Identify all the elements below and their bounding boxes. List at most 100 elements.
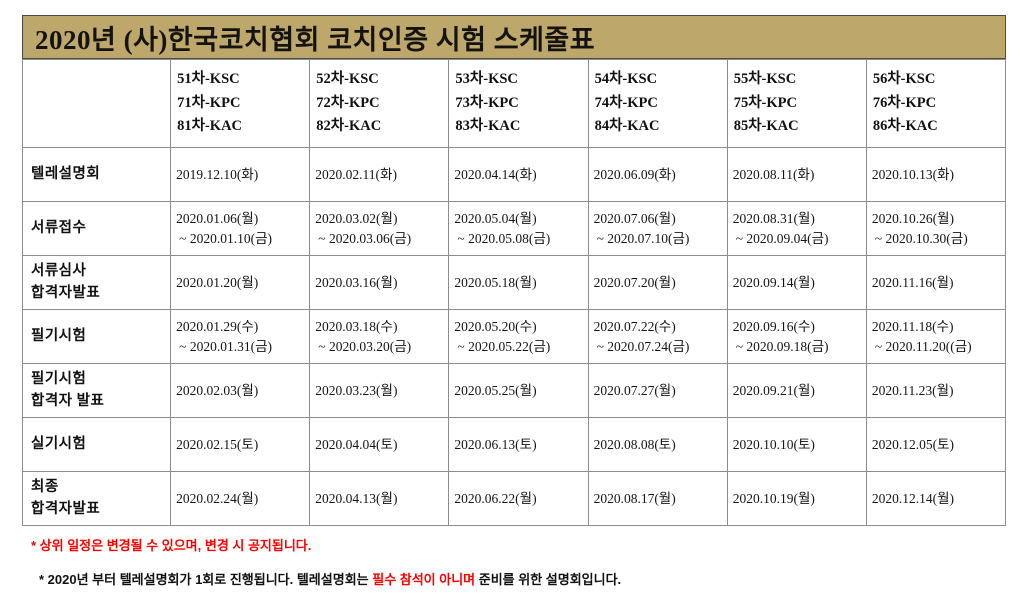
row-label: 서류심사 합격자발표	[21, 255, 172, 310]
schedule-date: 2020.11.23(월)	[871, 382, 954, 398]
table-row: 서류접수 2020.01.06(월) ~ 2020.01.10(금) 2020.03.…	[21, 201, 1007, 256]
schedule-date: 2020.10.13(화)	[871, 166, 955, 182]
schedule-date: 2020.06.09(화)	[593, 166, 676, 182]
schedule-date: 2020.01.29(수)	[176, 318, 259, 334]
column-header-line: 83차-KAC	[455, 118, 521, 135]
schedule-date: 2020.09.14(월)	[732, 274, 815, 290]
schedule-cell: 2020.02.11(화)	[309, 147, 450, 202]
schedule-date: 2020.12.05(토)	[871, 436, 955, 452]
table-row: 실기시험 2020.02.15(토) 2020.04.04(토) 2020.06.13…	[21, 417, 1007, 472]
schedule-cell: 2020.12.05(토)	[865, 417, 1007, 472]
row-label-line: 최종	[31, 479, 59, 496]
schedule-date: ~ 2020.03.20(금)	[318, 338, 412, 354]
schedule-date: 2020.04.04(토)	[315, 436, 398, 452]
schedule-cell: 2020.11.23(월)	[865, 363, 1007, 418]
schedule-date: ~ 2020.01.10(금)	[179, 230, 272, 246]
schedule-cell: 2020.04.13(월)	[309, 471, 450, 526]
schedule-cell: 2020.01.29(수) ~ 2020.01.31(금)	[170, 309, 311, 364]
column-header-line: 85차-KAC	[733, 118, 799, 135]
schedule-date: ~ 2020.09.18(금)	[735, 338, 829, 354]
column-header-line: 51차-KSC	[177, 70, 240, 87]
row-label-line: 실기시험	[31, 435, 87, 452]
note-schedule-change: * 상위 일정은 변경될 수 있으며, 변경 시 공지됩니다.	[31, 538, 312, 553]
schedule-cell: 2019.12.10(화)	[170, 147, 311, 202]
schedule-cell: 2020.09.21(월)	[726, 363, 867, 418]
schedule-cell: 2020.08.17(월)	[587, 471, 728, 526]
schedule-date: 2020.08.11(화)	[732, 166, 815, 182]
column-header-line: 82차-KAC	[316, 118, 382, 135]
schedule-date: 2020.05.25(월)	[454, 382, 537, 398]
schedule-cell: 2020.09.16(수) ~ 2020.09.18(금)	[726, 309, 867, 364]
schedule-date: 2020.04.13(월)	[315, 490, 398, 506]
schedule-cell: 2020.10.26(월) ~ 2020.10.30(금)	[865, 201, 1007, 256]
row-label-line: 필기시험	[31, 371, 87, 388]
note-text-highlight: 필수 참석이 아니며	[372, 571, 476, 587]
schedule-cell: 2020.02.03(월)	[170, 363, 311, 418]
row-label-line: 서류심사	[31, 263, 87, 280]
row-label: 텔레설명회	[21, 147, 172, 202]
schedule-cell: 2020.09.14(월)	[726, 255, 867, 310]
column-header-line: 56차-KSC	[872, 70, 936, 87]
column-header-4: 54차-KSC 74차-KPC 84차-KAC	[587, 59, 728, 148]
notes-section: * 상위 일정은 변경될 수 있으며, 변경 시 공지됩니다. * 2020년 …	[22, 536, 1006, 589]
note-text-part1: * 2020년 부터 텔레설명회가 1회로 진행됩니다. 텔레설명회는	[39, 571, 373, 587]
table-corner-cell	[21, 59, 172, 148]
table-header: 51차-KSC 71차-KPC 81차-KAC 52차-KSC 72차-KPC 82차-K…	[21, 59, 1007, 148]
schedule-date: 2020.03.16(월)	[315, 274, 398, 290]
table-row: 필기시험 2020.01.29(수) ~ 2020.01.31(금) 2020.03.…	[21, 309, 1007, 364]
schedule-cell: 2020.10.13(화)	[865, 147, 1007, 202]
schedule-date: 2020.08.17(월)	[593, 490, 676, 506]
row-label: 필기시험 합격자 발표	[21, 363, 172, 418]
schedule-date: 2020.07.06(월)	[593, 210, 676, 226]
schedule-date: 2020.01.20(월)	[176, 274, 259, 290]
schedule-cell: 2020.05.25(월)	[448, 363, 589, 418]
schedule-date: ~ 2020.05.22(금)	[457, 338, 551, 354]
schedule-date: ~ 2020.10.30(금)	[874, 230, 968, 246]
column-header-line: 52차-KSC	[316, 70, 379, 87]
schedule-date: 2020.09.16(수)	[732, 318, 815, 334]
column-header-6: 56차-KSC 76차-KPC 86차-KAC	[865, 59, 1007, 148]
schedule-cell: 2020.12.14(월)	[865, 471, 1007, 526]
schedule-date: 2020.12.14(월)	[871, 490, 955, 506]
schedule-date: 2019.12.10(화)	[176, 166, 259, 182]
schedule-date: 2020.02.15(토)	[176, 436, 259, 452]
schedule-date: 2020.05.04(월)	[454, 210, 537, 226]
schedule-date: 2020.05.20(수)	[454, 318, 537, 334]
schedule-cell: 2020.08.08(토)	[587, 417, 728, 472]
schedule-cell: 2020.02.15(토)	[170, 417, 311, 472]
schedule-date: ~ 2020.07.24(금)	[596, 338, 690, 354]
schedule-date: 2020.05.18(월)	[454, 274, 537, 290]
schedule-date: 2020.08.31(월)	[732, 210, 815, 226]
column-header-5: 55차-KSC 75차-KPC 85차-KAC	[726, 59, 867, 148]
schedule-cell: 2020.01.06(월) ~ 2020.01.10(금)	[170, 201, 311, 256]
column-header-line: 81차-KAC	[177, 118, 243, 135]
schedule-cell: 2020.03.16(월)	[309, 255, 450, 310]
column-header-line: 54차-KSC	[594, 70, 658, 87]
schedule-cell: 2020.04.04(토)	[309, 417, 450, 472]
schedule-cell: 2020.11.18(수) ~ 2020.11.20((금)	[865, 309, 1007, 364]
column-header-line: 71차-KPC	[177, 94, 241, 111]
schedule-date: ~ 2020.01.31(금)	[179, 338, 272, 354]
schedule-cell: 2020.07.20(월)	[587, 255, 728, 310]
row-label-line: 서류접수	[31, 219, 87, 236]
schedule-date: 2020.10.10(토)	[732, 436, 815, 452]
schedule-cell: 2020.05.20(수) ~ 2020.05.22(금)	[448, 309, 589, 364]
schedule-cell: 2020.10.19(월)	[726, 471, 867, 526]
row-label-line: 텔레설명회	[31, 165, 101, 182]
row-label-line: 합격자발표	[31, 500, 101, 517]
schedule-cell: 2020.07.27(월)	[587, 363, 728, 418]
schedule-cell: 2020.05.04(월) ~ 2020.05.08(금)	[448, 201, 589, 256]
schedule-date: 2020.07.27(월)	[593, 382, 676, 398]
schedule-cell: 2020.07.22(수) ~ 2020.07.24(금)	[587, 309, 728, 364]
note-text-part2: 준비를 위한 설명회입니다.	[475, 571, 622, 587]
schedule-cell: 2020.01.20(월)	[170, 255, 311, 310]
column-header-line: 73차-KPC	[455, 94, 519, 111]
schedule-date: 2020.08.08(토)	[593, 436, 676, 452]
row-label-line: 필기시험	[31, 327, 87, 344]
schedule-date: 2020.09.21(월)	[732, 382, 815, 398]
column-header-line: 75차-KPC	[733, 94, 797, 111]
table-header-row: 51차-KSC 71차-KPC 81차-KAC 52차-KSC 72차-KPC 82차-K…	[21, 59, 1007, 148]
schedule-cell: 2020.11.16(월)	[865, 255, 1007, 310]
schedule-cell: 2020.06.09(화)	[587, 147, 728, 202]
